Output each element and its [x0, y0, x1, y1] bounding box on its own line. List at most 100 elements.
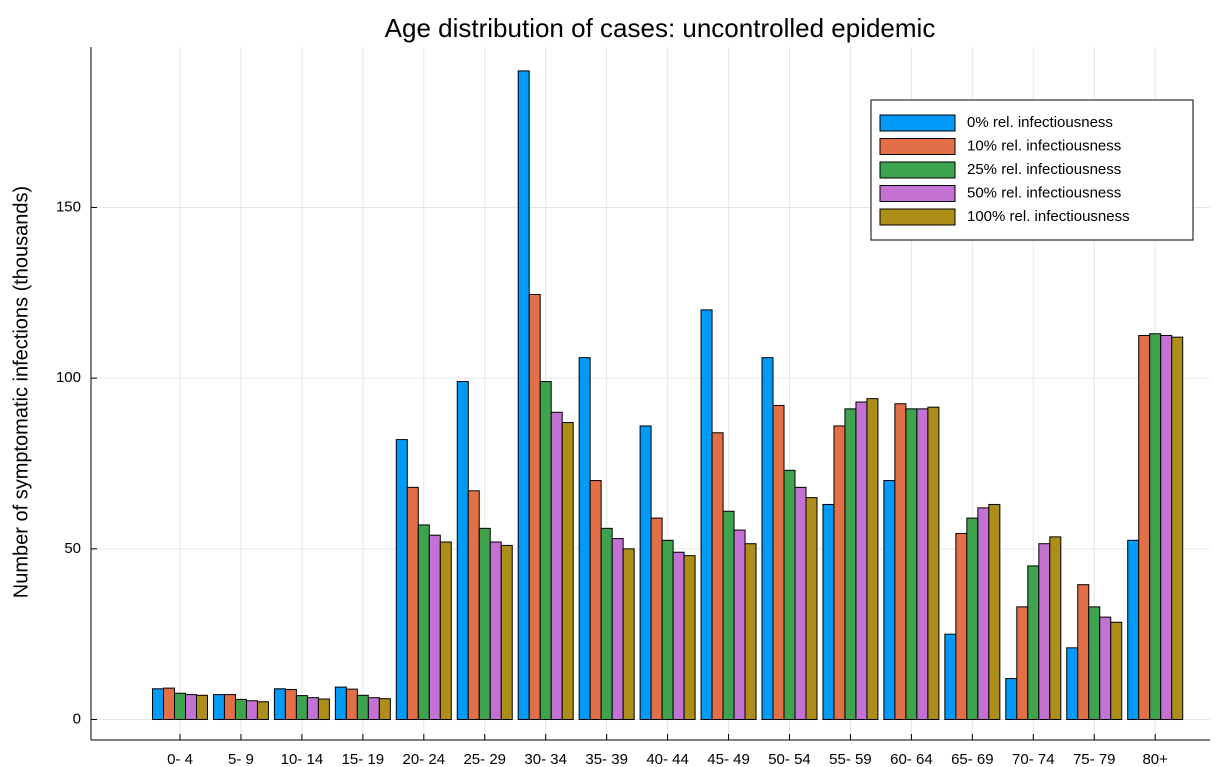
x-tick-label: 40- 44: [646, 751, 689, 767]
bar: [295, 695, 308, 721]
bar: [1038, 543, 1051, 721]
bar: [822, 503, 835, 721]
x-tick-label: 20- 24: [403, 751, 446, 767]
x-tick-label: 0- 4: [167, 751, 193, 767]
y-tick-label: 50: [64, 540, 81, 557]
bar: [439, 541, 452, 721]
bar: [174, 692, 186, 721]
x-tick-label: 45- 49: [707, 751, 750, 767]
bar: [611, 538, 624, 721]
legend-label: 10% rel. infectiousness: [967, 137, 1121, 154]
legend-label: 50% rel. infectiousness: [967, 184, 1121, 201]
bar: [794, 486, 807, 721]
bar: [1016, 606, 1029, 721]
bar: [1110, 621, 1123, 721]
bar: [1160, 334, 1173, 721]
bar: [234, 698, 247, 721]
bar: [966, 517, 979, 721]
legend-swatch: [879, 138, 956, 155]
bar: [622, 548, 635, 721]
bar: [855, 401, 868, 721]
bar: [683, 555, 696, 721]
x-tick-label: 75- 79: [1073, 751, 1116, 767]
bar: [517, 70, 530, 721]
bar: [406, 486, 419, 721]
legend-swatch: [879, 114, 956, 132]
x-tick-label: 35- 39: [585, 751, 628, 767]
bar: [1171, 336, 1184, 721]
bar: [163, 687, 175, 721]
bar: [1127, 539, 1140, 721]
bar: [805, 497, 818, 721]
bar: [367, 697, 380, 721]
bar: [245, 700, 258, 721]
bar: [273, 688, 286, 721]
bar: [1077, 584, 1090, 721]
legend-swatch: [879, 185, 956, 202]
x-tick-label: 5- 9: [228, 751, 254, 767]
bar: [944, 633, 957, 721]
bar: [152, 688, 164, 721]
bar: [550, 411, 563, 721]
bar: [1049, 536, 1062, 721]
bar: [927, 406, 940, 721]
x-tick-label: 15- 19: [342, 751, 385, 767]
bar: [185, 694, 197, 721]
bar: [833, 425, 846, 721]
bar: [561, 422, 574, 721]
bar: [711, 432, 724, 721]
bar: [378, 698, 391, 721]
x-tick-label: 80+: [1142, 751, 1168, 767]
bar: [744, 543, 757, 721]
bar: [639, 425, 652, 721]
bar: [977, 507, 990, 721]
bar: [650, 517, 663, 721]
bar: [1027, 565, 1040, 721]
x-tick-label: 70- 74: [1012, 751, 1055, 767]
bar: [317, 698, 330, 721]
bar: [733, 529, 746, 721]
bar: [306, 697, 319, 721]
bar: [578, 357, 591, 721]
bar: [722, 510, 735, 721]
chart-title: Age distribution of cases: uncontrolled …: [385, 13, 936, 43]
bar: [600, 527, 613, 721]
bar: [223, 694, 236, 721]
y-tick-label: 150: [56, 198, 81, 215]
bar: [356, 694, 369, 721]
legend-label: 0% rel. infectiousness: [967, 114, 1113, 131]
bar: [489, 541, 502, 721]
bar: [894, 403, 907, 721]
bar: [772, 404, 785, 721]
bar: [196, 694, 208, 721]
bar: [395, 439, 408, 721]
bar: [783, 469, 796, 721]
bar: [988, 503, 1001, 721]
bar: [883, 480, 896, 721]
bar: [456, 381, 469, 721]
bar: [500, 544, 513, 721]
bar: [1005, 678, 1018, 721]
bar: [955, 532, 968, 721]
bar: [256, 701, 269, 721]
y-tick-label: 0: [73, 710, 81, 727]
bar: [661, 539, 674, 721]
bar: [334, 686, 347, 721]
bar: [1066, 647, 1079, 721]
x-tick-label: 25- 29: [463, 751, 506, 767]
bar: [345, 688, 358, 721]
bar: [467, 490, 480, 721]
y-tick-label: 100: [56, 369, 81, 386]
x-tick-label: 55- 59: [829, 751, 872, 767]
bar: [589, 480, 602, 721]
bar: [417, 524, 430, 721]
bar: [916, 408, 929, 721]
bar: [1099, 616, 1112, 721]
bar: [478, 527, 491, 721]
bar: [539, 381, 552, 721]
bar: [761, 357, 774, 721]
bar: [528, 294, 541, 721]
bar: [844, 408, 857, 721]
bar: [672, 551, 685, 721]
